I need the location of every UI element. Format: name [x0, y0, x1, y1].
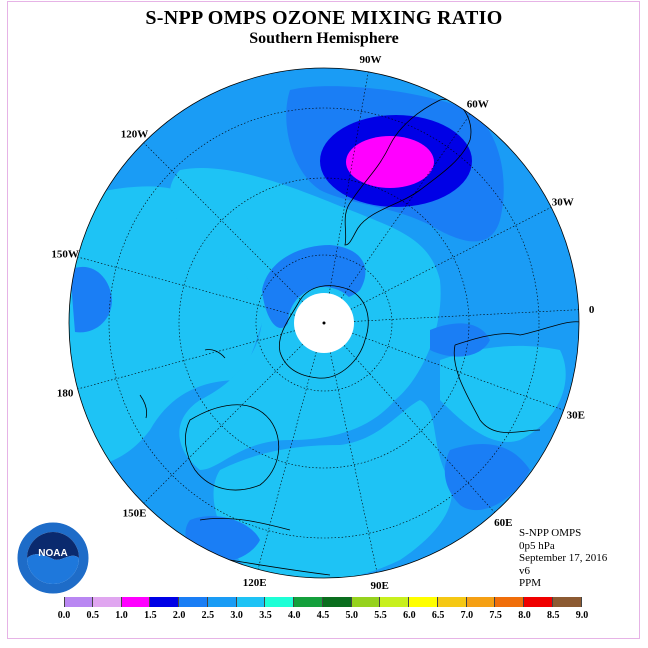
legend-tick-label: 6.0 — [403, 610, 416, 621]
latitude-circle — [108, 107, 540, 539]
legend-swatch — [121, 597, 151, 607]
legend-swatch — [294, 597, 323, 607]
meridian-line — [77, 256, 296, 316]
meridian-line — [340, 113, 471, 299]
map-subtitle: Southern Hemisphere — [249, 30, 399, 47]
latitude-circle — [178, 177, 470, 469]
plot-frame — [7, 1, 640, 639]
legend-tick-label: 2.5 — [201, 610, 215, 621]
map-outer-boundary — [68, 67, 580, 579]
info-date: September 17, 2016 — [519, 552, 608, 564]
map-title: S-NPP OMPS OZONE MIXING RATIO — [145, 7, 503, 29]
legend-tick-label: 1.5 — [144, 610, 157, 621]
legend-tick-label: 4.0 — [287, 610, 301, 621]
legend-tick-label: 7.5 — [489, 610, 502, 621]
longitude-labels: 90W 60W 30W 0 30E 60E 90E 120E 150E 180 150W 120W — [51, 54, 595, 592]
legend-swatch — [322, 597, 352, 607]
legend-swatch — [437, 597, 467, 607]
meridian-line — [353, 309, 579, 322]
legend-swatch — [150, 597, 180, 607]
meridian-line — [143, 142, 303, 302]
legend-swatch — [64, 597, 93, 607]
meridian-line — [352, 332, 564, 411]
legend-swatch — [553, 597, 582, 607]
longitude-label: 90E — [371, 580, 389, 592]
legend-swatch — [524, 597, 554, 607]
africa-coast — [453, 321, 579, 433]
legend-tick-label: 1.0 — [115, 610, 128, 621]
meridian-line — [350, 206, 552, 310]
ozone-contour-mid-southeast — [444, 444, 530, 511]
meridian-line — [143, 344, 303, 504]
legend-swatch — [92, 597, 122, 607]
info-product: S-NPP OMPS — [519, 527, 582, 539]
legend-tick-label: 8.0 — [518, 610, 531, 621]
longitude-label: 0 — [589, 304, 595, 316]
ozone-field — [69, 68, 579, 578]
info-units: PPM — [519, 577, 542, 589]
legend-tick-label: 6.5 — [431, 610, 445, 621]
longitude-label: 60W — [467, 98, 489, 110]
longitude-label: 90W — [360, 54, 382, 66]
legend-tick-label: 0.5 — [86, 610, 100, 621]
meridian-line — [329, 352, 378, 573]
ozone-contour-low-south — [213, 400, 452, 578]
legend-colorbar — [64, 597, 582, 607]
south-pole-marker — [322, 321, 326, 325]
legend-tick-label: 5.5 — [374, 610, 387, 621]
meridians — [77, 71, 579, 573]
legend-swatch — [495, 597, 525, 607]
antarctica-coast — [278, 285, 369, 379]
indonesia-coast — [199, 517, 331, 576]
legend-swatch — [265, 597, 295, 607]
longitude-label: 60E — [494, 517, 512, 529]
longitude-label: 150E — [123, 508, 147, 520]
ozone-contour-low-east — [440, 345, 566, 442]
meridian-line — [257, 351, 317, 570]
legend-tick-label: 3.5 — [259, 610, 272, 621]
noaa-logo: NOAA — [16, 521, 90, 595]
ozone-contour-mid-west — [70, 266, 112, 333]
legend-tick-label: 8.5 — [546, 610, 560, 621]
info-version: v6 — [519, 564, 530, 577]
longitude-label: 120W — [121, 128, 149, 140]
ozone-contour-low-west — [69, 186, 272, 470]
legend-tick-label: 0.0 — [57, 610, 71, 621]
longitude-label: 150W — [51, 249, 79, 261]
noaa-logo-bird — [27, 532, 79, 560]
legend-swatch — [351, 597, 381, 607]
info-level: 0p5 hPa — [519, 539, 555, 552]
legend-swatch — [207, 597, 237, 607]
legend-tick-label: 3.0 — [230, 610, 243, 621]
info-panel: S-NPP OMPS 0p5 hPa September 17, 2016 v6… — [519, 527, 634, 590]
meridian-line — [77, 330, 296, 390]
legend-tick-label: 2.0 — [172, 610, 186, 621]
legend-swatch — [179, 597, 208, 607]
noaa-logo-text: NOAA — [38, 548, 67, 559]
legend-swatch — [409, 597, 438, 607]
australia-coast — [185, 404, 279, 491]
legend-swatch — [466, 597, 496, 607]
legend-swatch — [236, 597, 266, 607]
legend-tick-label: 9.0 — [575, 610, 589, 621]
legend-swatch — [380, 597, 410, 607]
longitude-label: 30W — [552, 196, 574, 208]
meridian-line — [343, 345, 495, 513]
ozone-contour-mid-east — [430, 323, 490, 357]
graticule — [77, 71, 579, 573]
south-america-coast — [344, 98, 472, 246]
meridian-line — [328, 71, 369, 294]
new-zealand-coast — [139, 349, 226, 419]
legend-tick-label: 4.5 — [316, 610, 330, 621]
longitude-label: 180 — [57, 387, 74, 399]
latitude-circle — [255, 254, 393, 392]
ozone-contour-max — [346, 136, 434, 188]
coastlines — [139, 98, 579, 576]
ozone-contour-mid-pole — [262, 245, 366, 329]
legend-tick-label: 5.0 — [345, 610, 359, 621]
longitude-label: 120E — [243, 577, 267, 589]
longitude-label: 30E — [567, 410, 585, 422]
legend-tick-label: 7.0 — [460, 610, 474, 621]
